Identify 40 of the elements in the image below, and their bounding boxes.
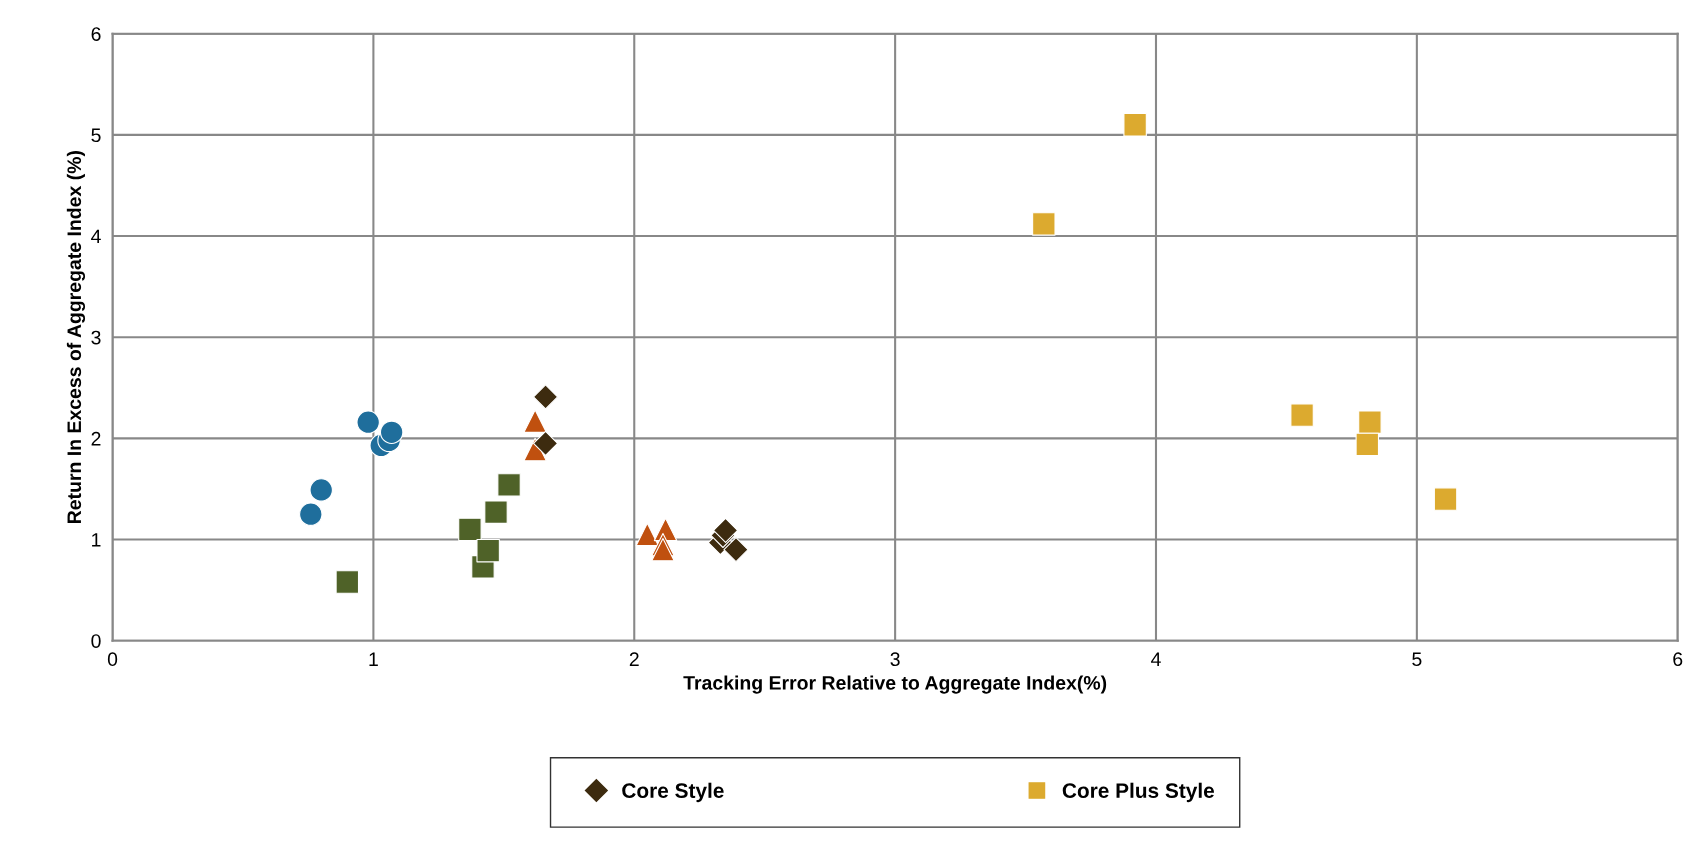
point (299, 502, 323, 526)
point (497, 473, 521, 497)
point (379, 420, 404, 445)
point (723, 537, 749, 563)
point (523, 409, 547, 433)
point (484, 500, 508, 524)
point (458, 517, 482, 542)
legend-label: Core Style (622, 782, 724, 803)
point (1433, 487, 1458, 511)
point (335, 570, 360, 594)
y-tick-label: 0 (91, 634, 101, 648)
legend-label: Core Plus Style (1062, 782, 1215, 803)
x-tick-label: 5 (1412, 652, 1422, 667)
point (651, 537, 675, 562)
x-tick-label: 0 (107, 652, 118, 667)
point (635, 522, 660, 547)
y-tick-label: 1 (92, 533, 101, 547)
point (1032, 212, 1056, 236)
point (532, 384, 559, 410)
x-axis-title: Tracking Error Relative to Aggregate Index(%) (683, 675, 1107, 694)
point (476, 538, 500, 563)
point (309, 478, 333, 502)
point (1123, 113, 1147, 137)
y-tick-label: 3 (91, 330, 101, 345)
y-tick-label: 4 (91, 229, 101, 244)
y-tick-label: 2 (91, 431, 101, 446)
y-tick-label: 6 (91, 27, 101, 41)
point (712, 517, 739, 543)
x-tick-label: 3 (890, 652, 900, 667)
y-tick-label: 5 (91, 128, 101, 143)
x-tick-label: 1 (369, 652, 378, 666)
x-tick-label: 4 (1151, 652, 1161, 666)
point (532, 430, 559, 457)
point (1355, 432, 1380, 457)
point (1358, 410, 1382, 434)
point (356, 410, 380, 434)
point (1290, 403, 1314, 427)
y-axis-title: Return In Excess of Aggregate Index (%) (66, 151, 86, 523)
x-tick-label: 6 (1673, 652, 1683, 667)
x-tick-label: 2 (629, 652, 639, 666)
